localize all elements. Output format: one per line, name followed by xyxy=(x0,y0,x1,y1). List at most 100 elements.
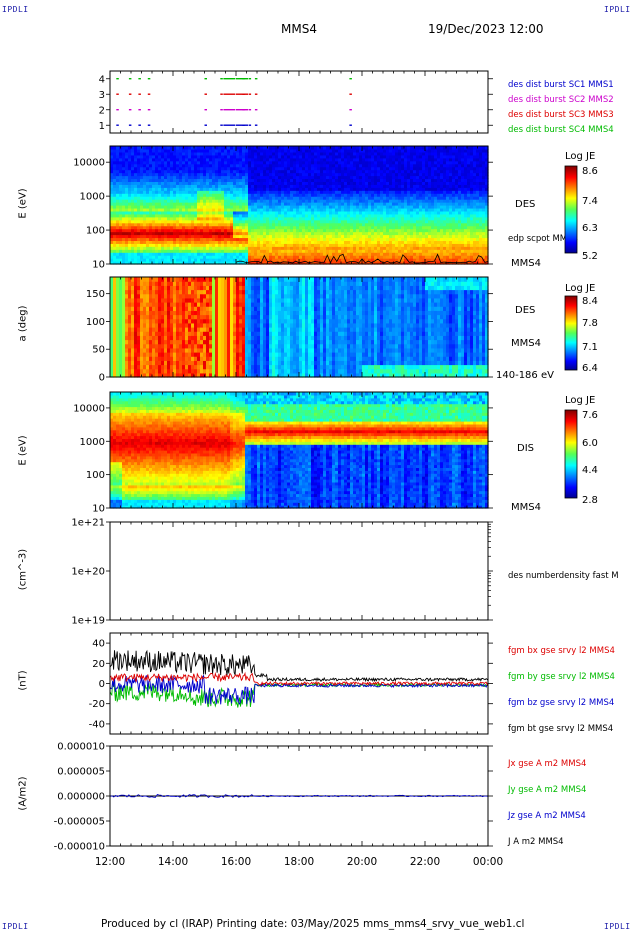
spectrogram-cell xyxy=(287,184,291,188)
spectrogram-cell xyxy=(434,237,438,241)
spectrogram-cell xyxy=(197,196,201,200)
spectrogram-cell xyxy=(386,243,390,247)
spectrogram-cell xyxy=(326,246,330,250)
spectrogram-cell xyxy=(143,207,147,212)
spectrogram-cell xyxy=(203,154,207,159)
spectrogram-cell xyxy=(134,246,138,250)
spectrogram-cell xyxy=(401,228,405,233)
spectrogram-cell xyxy=(248,207,252,212)
spectrogram-cell xyxy=(362,243,366,247)
spectrogram-cell xyxy=(263,175,267,180)
spectrogram-cell xyxy=(131,240,135,244)
spectrogram-cell xyxy=(194,219,198,224)
spectrogram-cell xyxy=(296,207,300,212)
spectrogram-cell xyxy=(317,187,321,191)
spectrogram-cell xyxy=(197,243,201,247)
spectrogram-cell xyxy=(272,246,276,250)
spectrogram-cell xyxy=(140,246,144,250)
spectrogram-cell xyxy=(116,216,120,221)
spectrogram-cell xyxy=(419,237,423,241)
spectrogram-cell xyxy=(392,187,396,191)
spectrogram-cell xyxy=(410,151,414,156)
spectrogram-cell xyxy=(182,181,186,185)
spectrogram-cell xyxy=(185,246,189,250)
spectrogram-cell xyxy=(167,249,171,253)
spectrogram-cell xyxy=(182,246,186,250)
spectrogram-cell xyxy=(329,184,333,188)
spectrogram-cell xyxy=(410,222,414,227)
spectrogram-cell xyxy=(356,249,360,253)
spectrogram-cell xyxy=(296,151,300,156)
spectrogram-cell xyxy=(347,199,351,203)
spectrogram-cell xyxy=(161,199,165,203)
spectrogram-cell xyxy=(356,255,360,259)
spectrogram-cell xyxy=(392,157,396,162)
spectrogram-cell xyxy=(404,240,408,244)
spectrogram-cell xyxy=(329,196,333,200)
spectrogram-cell xyxy=(239,184,243,188)
spectrogram-cell xyxy=(173,258,177,262)
spectrogram-cell xyxy=(368,160,372,165)
spectrogram-cell xyxy=(164,187,168,191)
spectrogram-cell xyxy=(206,146,210,150)
spectrogram-cell xyxy=(182,163,186,168)
spectrogram-cell xyxy=(266,148,270,153)
spectrogram-cell xyxy=(434,160,438,165)
spectrogram-cell xyxy=(311,151,315,156)
spectrogram-cell xyxy=(122,151,126,156)
spectrogram-cell xyxy=(194,178,198,182)
spectrogram-cell xyxy=(152,240,156,244)
spectrogram-cell xyxy=(110,222,114,227)
spectrogram-cell xyxy=(437,184,441,188)
spectrogram-cell xyxy=(173,255,177,259)
spectrogram-cell xyxy=(245,187,249,191)
spectrogram-cell xyxy=(167,178,171,182)
spectrogram-cell xyxy=(374,246,378,250)
spectrogram-cell xyxy=(161,175,165,180)
spectrogram-cell xyxy=(224,199,228,203)
spectrogram-cell xyxy=(134,199,138,203)
spectrogram-cell xyxy=(131,172,135,177)
spectrogram-cell xyxy=(140,252,144,256)
spectrogram-cell xyxy=(281,163,285,168)
spectrogram-cell xyxy=(236,249,240,253)
spectrogram-cell xyxy=(284,175,288,180)
spectrogram-cell xyxy=(179,216,183,221)
spectrogram-cell xyxy=(368,146,372,150)
spectrogram-cell xyxy=(431,146,435,150)
spectrogram-cell xyxy=(227,157,231,162)
spectrogram-cell xyxy=(248,178,252,182)
spectrogram-cell xyxy=(317,234,321,239)
spectrogram-cell xyxy=(203,222,207,227)
spectrogram-cell xyxy=(299,199,303,203)
spectrogram-cell xyxy=(140,240,144,244)
spectrogram-cell xyxy=(254,187,258,191)
spectrogram-cell xyxy=(146,181,150,185)
spectrogram-cell xyxy=(293,175,297,180)
spectrogram-cell xyxy=(170,207,174,212)
spectrogram-cell xyxy=(167,219,171,224)
spectrogram-cell xyxy=(167,166,171,171)
colorbar-tick: 7.6 xyxy=(582,410,598,421)
spectrogram-cell xyxy=(404,190,408,194)
spectrogram-cell xyxy=(329,243,333,247)
spectrogram-cell xyxy=(116,205,120,209)
spectrogram-cell xyxy=(296,237,300,241)
spectrogram-cell xyxy=(437,175,441,180)
spectrogram-cell xyxy=(320,166,324,171)
spectrogram-cell xyxy=(215,175,219,180)
spectrogram-cell xyxy=(173,199,177,203)
spectrogram-cell xyxy=(251,166,255,171)
spectrogram-cell xyxy=(362,146,366,150)
spectrogram-cell xyxy=(113,148,117,153)
spectrogram-cell xyxy=(335,157,339,162)
spectrogram-cell xyxy=(176,157,180,162)
spectrogram-cell xyxy=(287,178,291,182)
spectrogram-cell xyxy=(308,202,312,206)
spectrogram-cell xyxy=(275,163,279,168)
spectrogram-cell xyxy=(269,252,273,256)
spectrogram-cell xyxy=(428,190,432,194)
spectrogram-cell xyxy=(422,255,426,259)
spectrogram-cell xyxy=(206,181,210,185)
spectrogram-cell xyxy=(335,178,339,182)
